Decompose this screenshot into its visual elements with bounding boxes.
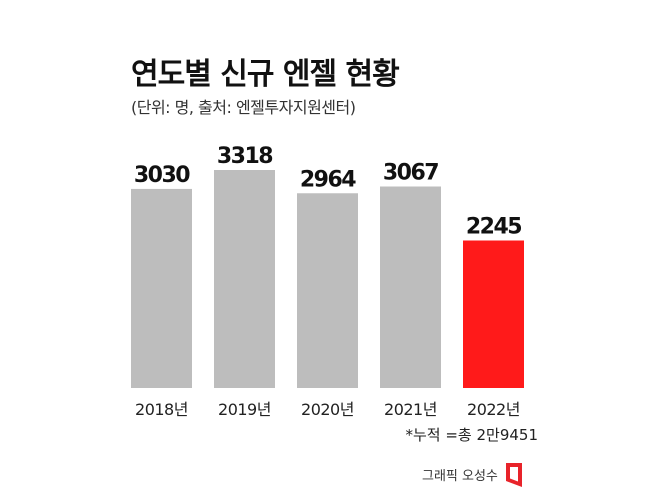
publisher-logo-icon — [506, 463, 522, 487]
value-label: 3030 — [134, 163, 190, 188]
category-label: 2021년 — [384, 400, 437, 419]
bar-2021년 — [380, 186, 441, 388]
bar-2018년 — [131, 188, 192, 388]
category-label: 2019년 — [218, 400, 271, 419]
chart-title: 연도별 신규 엔젤 현황 — [131, 57, 400, 92]
value-label: 2245 — [466, 214, 521, 239]
bar-2019년 — [214, 170, 275, 388]
category-label: 2022년 — [467, 400, 520, 419]
cumulative-note: *누적 =총 2만9451 — [405, 426, 538, 444]
bar-2022년 — [463, 240, 524, 388]
graphic-credit: 그래픽 오성수 — [422, 469, 498, 484]
value-label: 3318 — [217, 144, 272, 169]
value-label: 3067 — [383, 160, 438, 185]
chart-subtitle: (단위: 명, 출처: 엔젤투자지원센터) — [131, 98, 356, 117]
category-label: 2020년 — [301, 400, 354, 419]
category-label: 2018년 — [135, 400, 188, 419]
bar-2020년 — [297, 193, 358, 388]
value-label: 2964 — [300, 167, 356, 192]
